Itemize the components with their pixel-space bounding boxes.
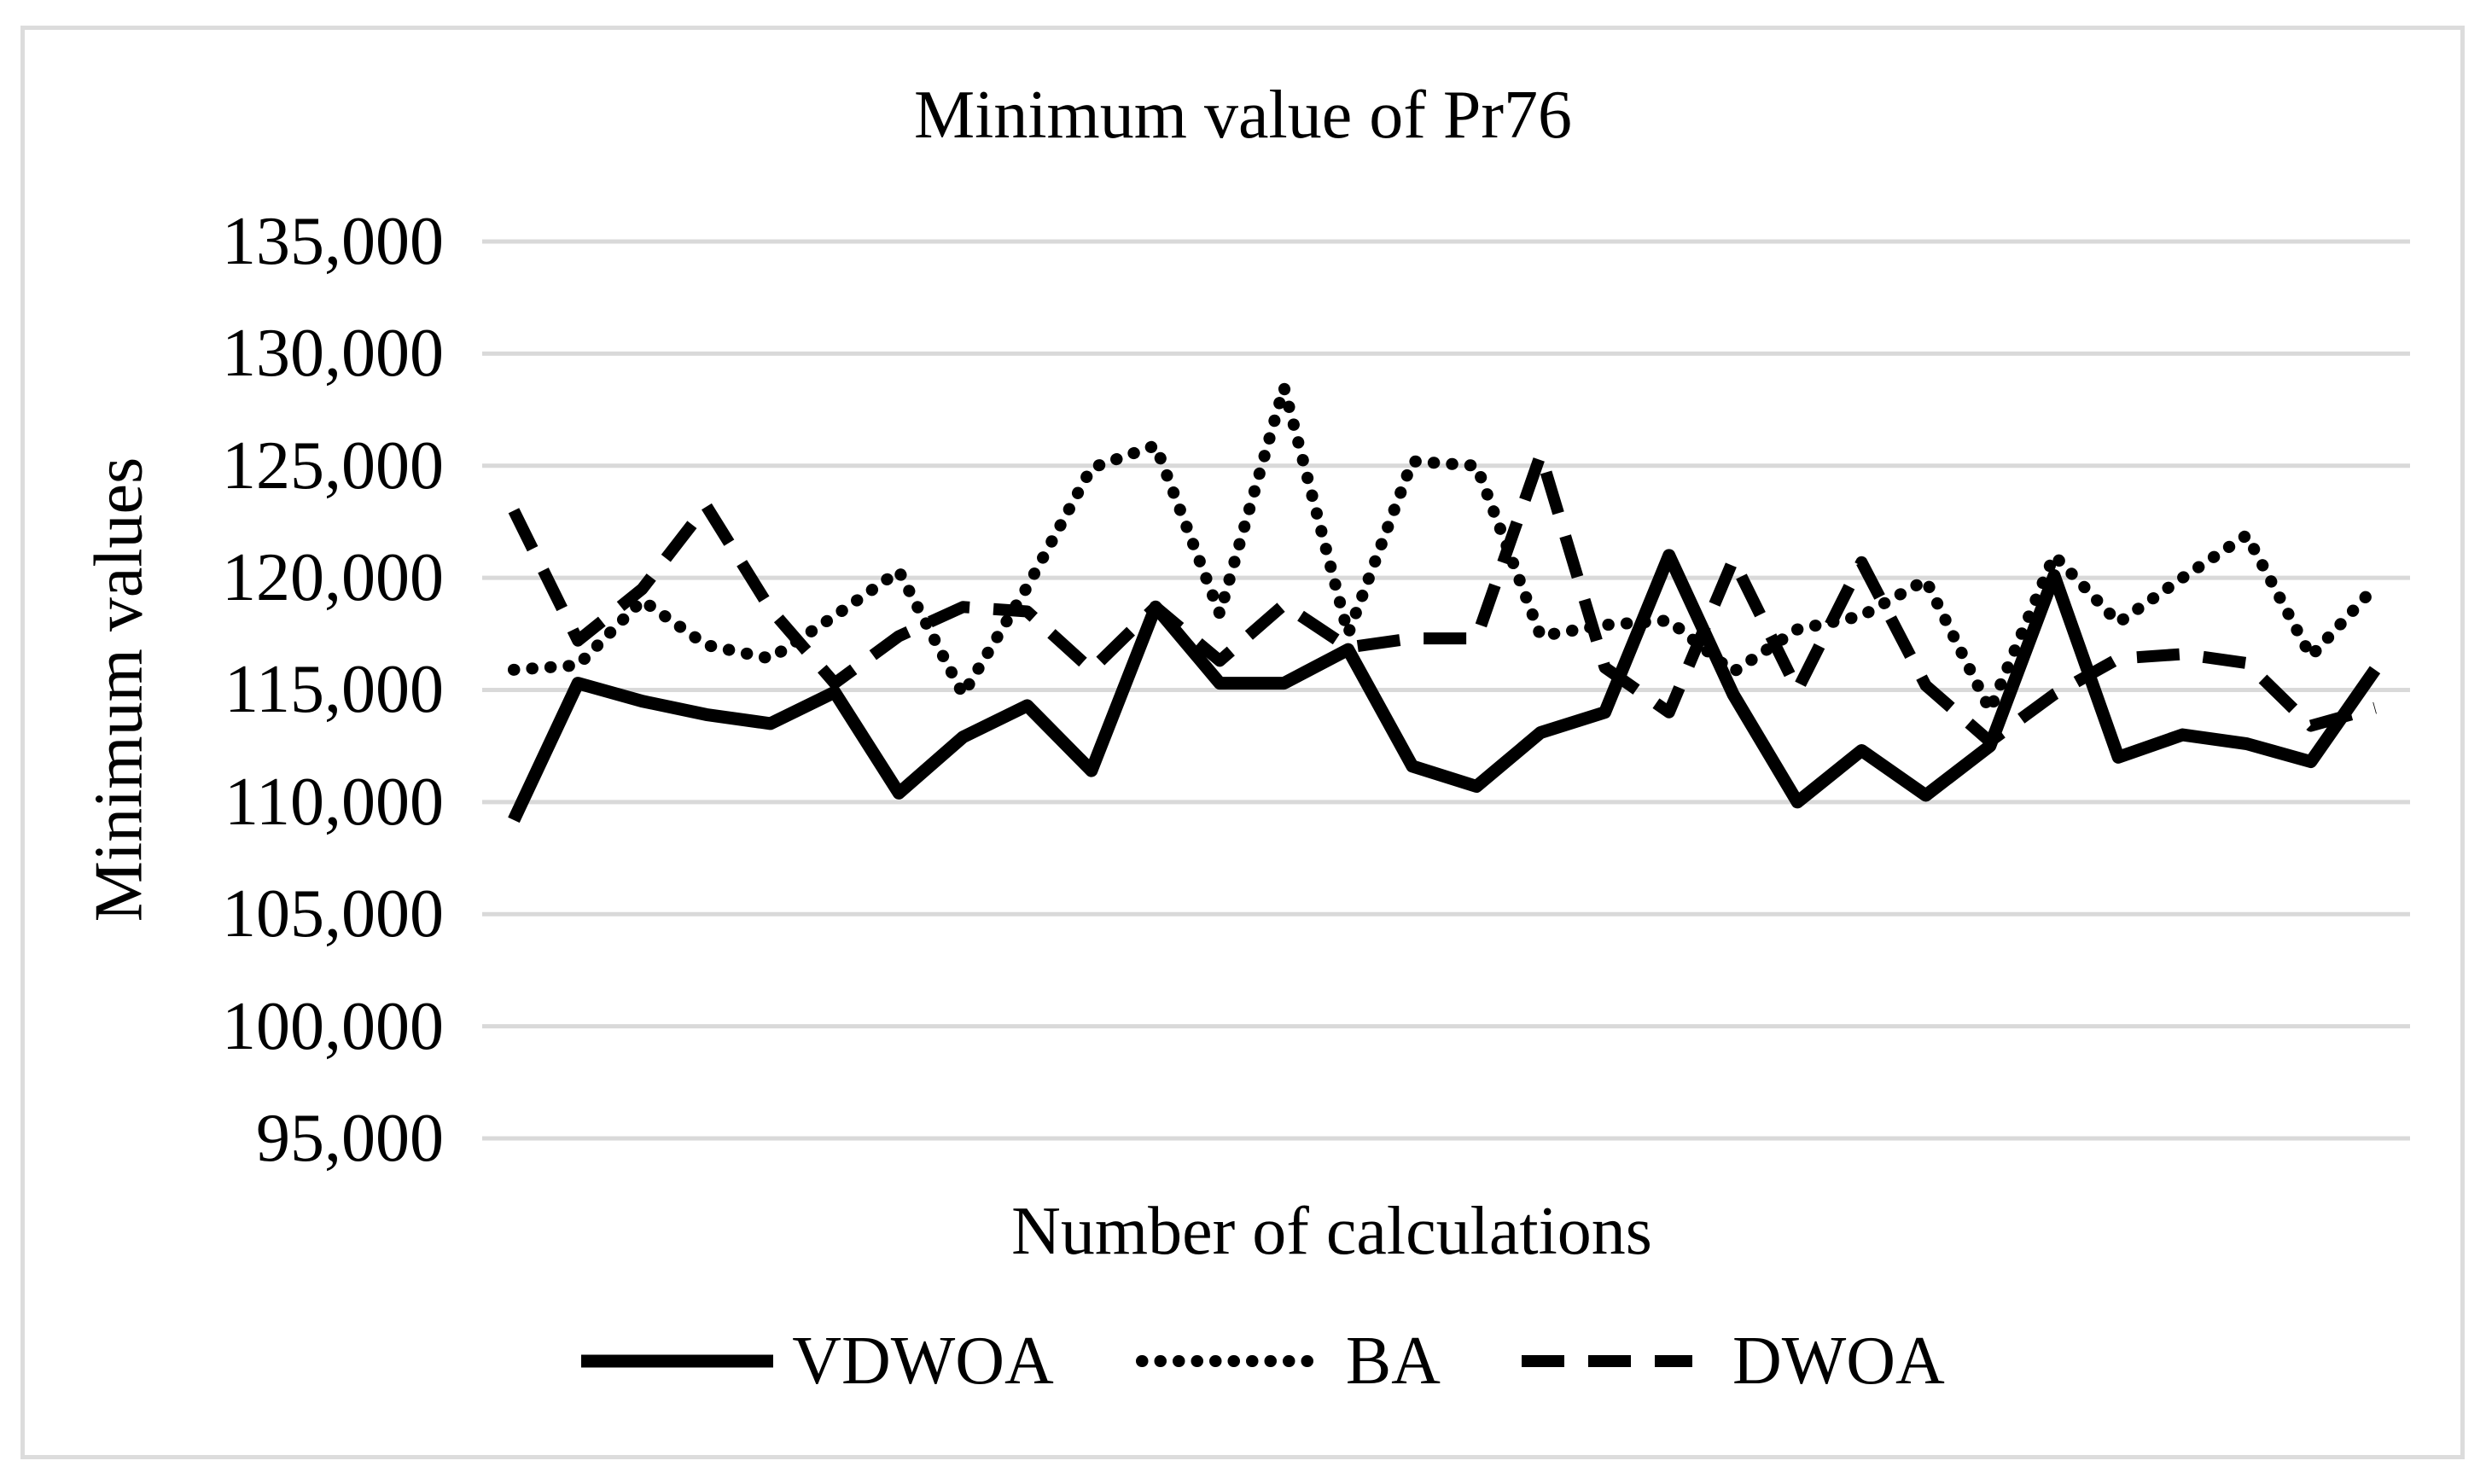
legend: VDWOA BA DWOA	[40, 1314, 2486, 1408]
y-axis-tick-label: 110,000	[224, 765, 444, 840]
legend-label-ba: BA	[1345, 1323, 1441, 1399]
legend-label-dwoa: DWOA	[1732, 1323, 1945, 1399]
legend-dashed-line-icon	[1521, 1355, 1692, 1367]
legend-item-ba: BA	[1135, 1323, 1441, 1400]
series-dwoa-line	[508, 448, 2377, 748]
y-axis-tick-label: 105,000	[222, 876, 444, 952]
legend-dotted-line-icon	[1135, 1355, 1327, 1367]
gridlines	[482, 239, 2410, 1141]
legend-solid-line-icon	[581, 1354, 774, 1368]
legend-item-dwoa: DWOA	[1521, 1323, 1945, 1400]
chart-title: Minimum value of Pr76	[913, 78, 1573, 153]
y-axis-tick-label: 120,000	[222, 540, 444, 615]
y-axis-tick-label: 125,000	[222, 428, 444, 503]
x-axis-title: Number of calculations	[1011, 1194, 1652, 1269]
y-axis-tick-label: 115,000	[224, 652, 444, 727]
legend-item-vdwoa: VDWOA	[581, 1323, 1054, 1400]
chart-border	[20, 26, 2465, 1459]
y-axis-tick-label: 100,000	[222, 989, 444, 1064]
legend-label-vdwoa: VDWOA	[792, 1323, 1054, 1399]
series-ba-line	[508, 381, 2381, 717]
y-axis-tick-label: 135,000	[222, 204, 444, 279]
series-vdwoa-line	[508, 549, 2381, 823]
y-axis-tick-label: 130,000	[222, 316, 444, 391]
y-axis-tick-label: 95,000	[256, 1101, 444, 1176]
